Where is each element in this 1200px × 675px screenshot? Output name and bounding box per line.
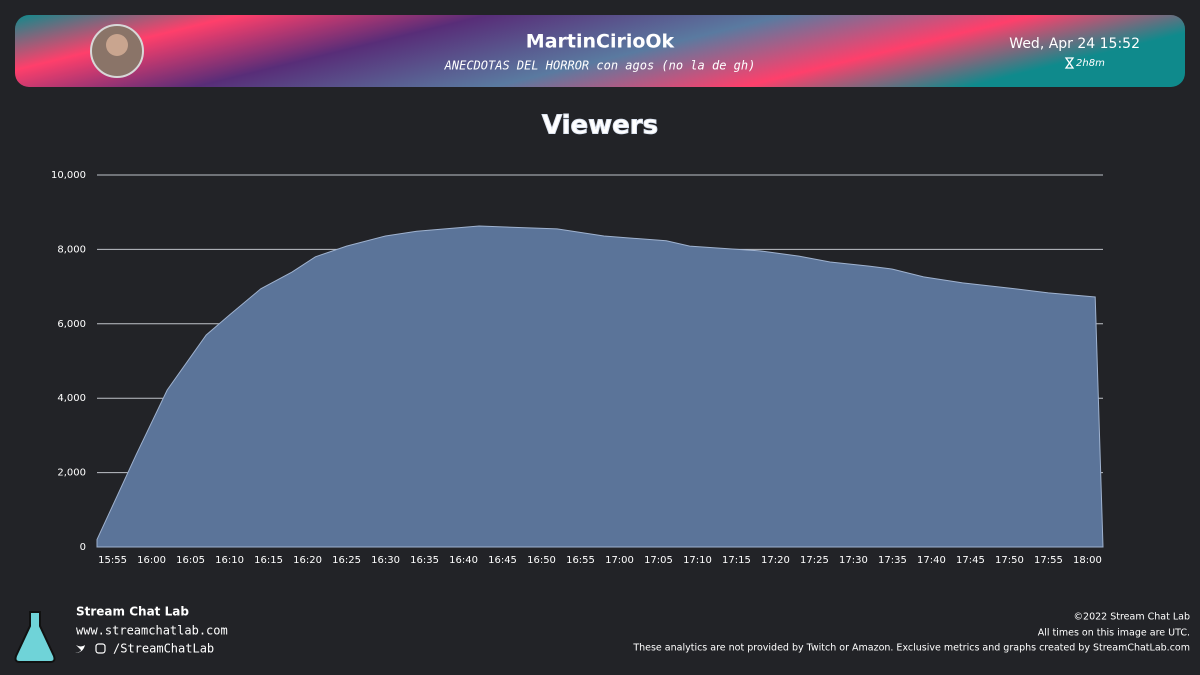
x-tick-label: 15:55	[98, 555, 127, 566]
x-tick-label: 16:30	[371, 555, 400, 566]
website: www.streamchatlab.com	[76, 624, 228, 638]
timezone-note: All times on this image are UTC.	[1038, 628, 1190, 639]
x-tick-label: 16:55	[566, 555, 595, 566]
x-tick-label: 17:10	[683, 555, 712, 566]
stream-date: Wed, Apr 24 15:52	[1009, 36, 1140, 52]
x-tick-label: 16:10	[215, 555, 244, 566]
y-tick-label: 8,000	[57, 244, 86, 255]
x-tick-label: 16:20	[293, 555, 322, 566]
x-tick-label: 16:05	[176, 555, 205, 566]
channel-name: MartinCirioOk	[526, 31, 675, 53]
chart-title: Viewers	[542, 111, 658, 141]
x-tick-label: 16:25	[332, 555, 361, 566]
x-tick-label: 17:05	[644, 555, 673, 566]
y-tick-label: 4,000	[57, 393, 86, 404]
header-banner	[15, 15, 1185, 87]
x-tick-label: 17:55	[1034, 555, 1063, 566]
flask-icon	[14, 611, 56, 663]
x-tick-label: 17:25	[800, 555, 829, 566]
x-tick-label: 16:00	[137, 555, 166, 566]
disclaimer: These analytics are not provided by Twit…	[632, 643, 1190, 654]
x-tick-label: 17:20	[761, 555, 790, 566]
x-tick-label: 17:15	[722, 555, 751, 566]
stream-duration: 2h8m	[1076, 58, 1105, 69]
x-tick-label: 17:30	[839, 555, 868, 566]
x-tick-label: 16:40	[449, 555, 478, 566]
social-handle: /StreamChatLab	[113, 642, 214, 656]
footer-logo	[14, 611, 56, 663]
brand: Stream Chat Lab	[76, 605, 189, 619]
twitter-icon	[75, 645, 85, 653]
x-tick-label: 17:35	[878, 555, 907, 566]
viewers-area	[96, 225, 1104, 548]
x-tick-label: 17:45	[956, 555, 985, 566]
stream-title: ANECDOTAS DEL HORROR con agos (no la de …	[444, 59, 756, 73]
x-tick-label: 17:40	[917, 555, 946, 566]
x-tick-label: 18:00	[1073, 555, 1102, 566]
hourglass-icon	[1064, 57, 1075, 69]
y-tick-label: 2,000	[57, 468, 86, 479]
copyright: ©2022 Stream Chat Lab	[1074, 612, 1190, 623]
x-tick-label: 17:50	[995, 555, 1024, 566]
avatar-face	[106, 34, 128, 56]
x-tick-label: 16:35	[410, 555, 439, 566]
y-tick-label: 0	[80, 542, 86, 553]
x-tick-label: 16:45	[488, 555, 517, 566]
x-tick-label: 16:15	[254, 555, 283, 566]
y-tick-label: 10,000	[51, 170, 86, 181]
instagram-icon	[95, 643, 106, 654]
y-tick-label: 6,000	[57, 319, 86, 330]
x-tick-label: 17:00	[605, 555, 634, 566]
x-tick-label: 16:50	[527, 555, 556, 566]
